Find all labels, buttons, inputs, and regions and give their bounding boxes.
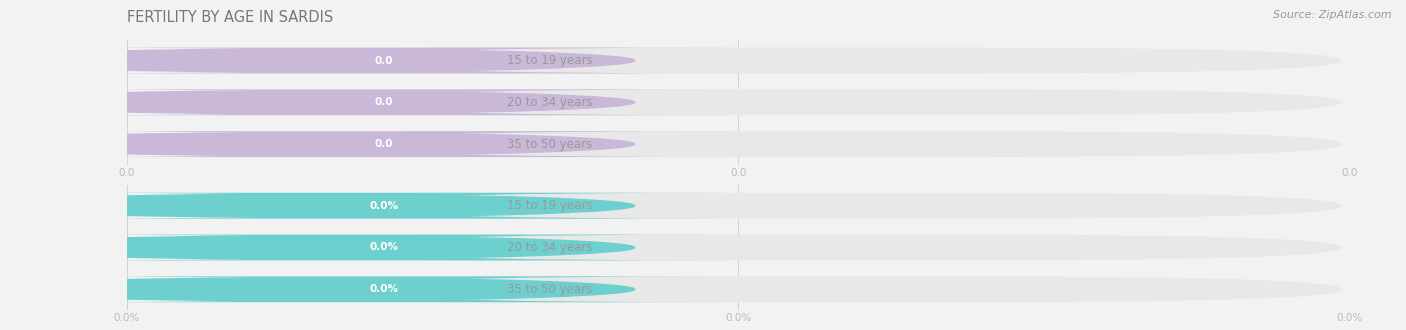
FancyBboxPatch shape: [35, 48, 513, 74]
Text: FERTILITY BY AGE IN SARDIS: FERTILITY BY AGE IN SARDIS: [127, 10, 333, 25]
FancyBboxPatch shape: [35, 235, 513, 260]
FancyBboxPatch shape: [38, 193, 730, 219]
FancyBboxPatch shape: [38, 48, 730, 74]
Text: 0.0%: 0.0%: [370, 284, 399, 294]
Circle shape: [0, 236, 634, 259]
Text: 20 to 34 years: 20 to 34 years: [508, 96, 593, 109]
Circle shape: [0, 278, 634, 301]
FancyBboxPatch shape: [134, 89, 1343, 115]
FancyBboxPatch shape: [134, 235, 1343, 260]
Text: 35 to 50 years: 35 to 50 years: [508, 283, 592, 296]
FancyBboxPatch shape: [35, 131, 513, 157]
Text: 20 to 34 years: 20 to 34 years: [508, 241, 593, 254]
Text: 15 to 19 years: 15 to 19 years: [508, 199, 593, 212]
Circle shape: [0, 133, 634, 155]
Text: Source: ZipAtlas.com: Source: ZipAtlas.com: [1274, 10, 1392, 20]
FancyBboxPatch shape: [134, 48, 1343, 74]
Text: 0.0: 0.0: [375, 97, 394, 107]
Circle shape: [0, 49, 634, 72]
FancyBboxPatch shape: [35, 276, 513, 302]
Text: 0.0: 0.0: [375, 55, 394, 65]
FancyBboxPatch shape: [134, 276, 1343, 302]
Text: 15 to 19 years: 15 to 19 years: [508, 54, 593, 67]
FancyBboxPatch shape: [134, 193, 1343, 219]
FancyBboxPatch shape: [38, 235, 730, 260]
FancyBboxPatch shape: [35, 89, 513, 115]
FancyBboxPatch shape: [134, 131, 1343, 157]
FancyBboxPatch shape: [38, 131, 730, 157]
Text: 0.0%: 0.0%: [370, 201, 399, 211]
Text: 0.0: 0.0: [375, 139, 394, 149]
FancyBboxPatch shape: [38, 276, 730, 302]
Text: 0.0%: 0.0%: [370, 243, 399, 252]
FancyBboxPatch shape: [35, 193, 513, 219]
FancyBboxPatch shape: [38, 89, 730, 115]
Circle shape: [0, 91, 634, 114]
Text: 35 to 50 years: 35 to 50 years: [508, 138, 592, 150]
Circle shape: [0, 194, 634, 217]
